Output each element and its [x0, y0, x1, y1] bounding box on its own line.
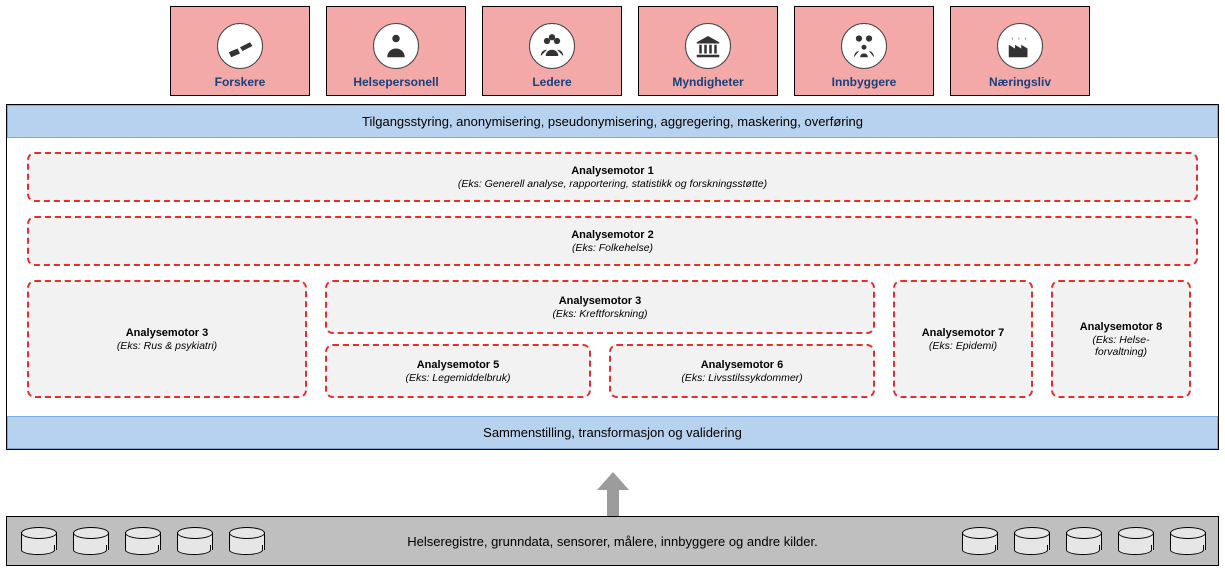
engine-title: Analysemotor 3	[126, 327, 209, 339]
actor-label: Helsepersonell	[353, 75, 438, 89]
db-group-left	[7, 527, 277, 555]
actor-label: Innbyggere	[832, 75, 897, 89]
engine-3-rus: Analysemotor 3 (Eks: Rus & psykiatri)	[27, 280, 307, 398]
actor-label: Næringsliv	[989, 75, 1051, 89]
engine-6: Analysemotor 6 (Eks: Livsstilssykdommer)	[609, 344, 875, 398]
sources-text: Helseregistre, grunndata, sensorer, måle…	[277, 534, 948, 549]
telescope-icon	[217, 23, 263, 69]
medic-icon	[373, 23, 419, 69]
architecture-diagram: Forskere Helsepersonell Ledere Myndighet…	[0, 0, 1225, 575]
actor-myndigheter: Myndigheter	[638, 6, 778, 96]
database-icon	[177, 527, 211, 555]
engine-title: Analysemotor 2	[571, 229, 654, 241]
engine-grid: Analysemotor 3 (Eks: Rus & psykiatri) An…	[27, 280, 1198, 398]
actor-label: Ledere	[532, 75, 571, 89]
database-icon	[125, 527, 159, 555]
database-icon	[1014, 527, 1048, 555]
engine-2: Analysemotor 2 (Eks: Folkehelse)	[27, 216, 1198, 266]
family-icon	[841, 23, 887, 69]
actor-label: Myndigheter	[672, 75, 743, 89]
actor-forskere: Forskere	[170, 6, 310, 96]
database-icon	[1170, 527, 1204, 555]
transform-bar: Sammenstilling, transformasjon og valide…	[7, 416, 1218, 449]
main-block: Tilgangsstyring, anonymisering, pseudony…	[6, 104, 1219, 450]
engine-sub: (Eks: Livsstilssykdommer)	[681, 372, 802, 384]
engine-sub: (Eks: Kreftforskning)	[552, 308, 647, 320]
engine-title: Analysemotor 7	[922, 327, 1005, 339]
actor-label: Forskere	[215, 75, 266, 89]
engine-sub: (Eks: Epidemi)	[929, 340, 997, 352]
database-icon	[1066, 527, 1100, 555]
engine-title: Analysemotor 3	[559, 295, 642, 307]
actor-ledere: Ledere	[482, 6, 622, 96]
engine-8: Analysemotor 8 (Eks: Helse- forvaltning)	[1051, 280, 1191, 398]
factory-icon	[997, 23, 1043, 69]
database-icon	[73, 527, 107, 555]
database-icon	[1118, 527, 1152, 555]
engine-title: Analysemotor 5	[417, 359, 500, 371]
meeting-icon	[529, 23, 575, 69]
engine-sub: (Eks: Legemiddelbruk)	[405, 372, 510, 384]
engine-title: Analysemotor 1	[571, 165, 654, 177]
engine-1: Analysemotor 1 (Eks: Generell analyse, r…	[27, 152, 1198, 202]
database-icon	[21, 527, 55, 555]
engines-area: Analysemotor 1 (Eks: Generell analyse, r…	[7, 138, 1218, 416]
engine-title: Analysemotor 8	[1080, 321, 1163, 333]
actor-innbyggere: Innbyggere	[794, 6, 934, 96]
engine-sub: (Eks: Rus & psykiatri)	[117, 340, 217, 352]
sources-bar: Helseregistre, grunndata, sensorer, måle…	[6, 516, 1219, 566]
actor-helsepersonell: Helsepersonell	[326, 6, 466, 96]
actor-row: Forskere Helsepersonell Ledere Myndighet…	[170, 6, 1090, 96]
engine-title: Analysemotor 6	[701, 359, 784, 371]
gov-icon	[685, 23, 731, 69]
db-group-right	[948, 527, 1218, 555]
engine-sub: (Eks: Generell analyse, rapportering, st…	[458, 178, 767, 190]
database-icon	[962, 527, 996, 555]
engine-3-kreft: Analysemotor 3 (Eks: Kreftforskning)	[325, 280, 875, 334]
engine-5: Analysemotor 5 (Eks: Legemiddelbruk)	[325, 344, 591, 398]
database-icon	[229, 527, 263, 555]
arrow-up-icon	[600, 472, 626, 518]
engine-sub: (Eks: Folkehelse)	[572, 242, 653, 254]
access-control-bar: Tilgangsstyring, anonymisering, pseudony…	[7, 105, 1218, 138]
engine-sub: (Eks: Helse- forvaltning)	[1092, 334, 1149, 358]
actor-naeringsliv: Næringsliv	[950, 6, 1090, 96]
engine-7: Analysemotor 7 (Eks: Epidemi)	[893, 280, 1033, 398]
